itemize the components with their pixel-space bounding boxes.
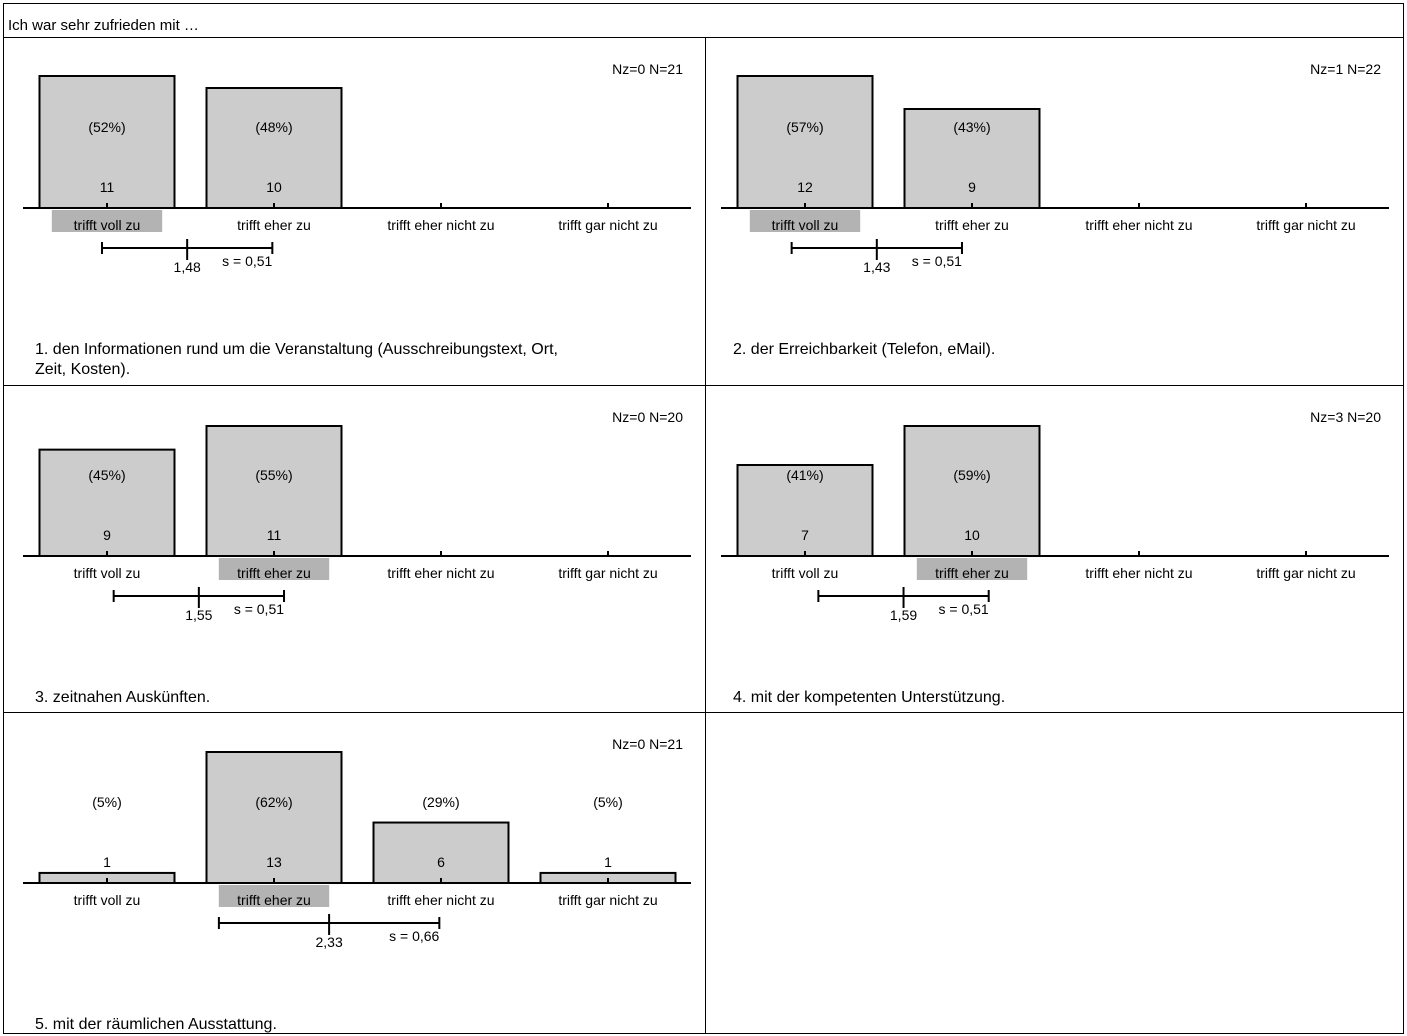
chart-panel-2: Nz=1 N=22 (57%) 12 (43%) 9 trifft voll zu trif… [721, 61, 1389, 358]
outer-border [3, 3, 1404, 1034]
value-label: 1 [604, 854, 612, 870]
value-label: 7 [801, 527, 809, 543]
mean-label: 1,55 [185, 607, 212, 623]
bar [38, 448, 176, 557]
value-label: 1 [103, 854, 111, 870]
bar [903, 108, 1041, 209]
header-title: Ich war sehr zufrieden mit … [8, 17, 199, 34]
stats-label: Nz=1 N=22 [1310, 61, 1381, 77]
category-label: trifft voll zu [74, 217, 141, 233]
category-label: trifft eher nicht zu [387, 565, 494, 581]
value-label: 11 [100, 179, 115, 195]
percent-label: (5%) [92, 794, 122, 810]
stats-label: Nz=0 N=21 [612, 61, 683, 77]
stats-label: Nz=3 N=20 [1310, 409, 1381, 425]
value-label: 9 [968, 179, 976, 195]
category-label: trifft gar nicht zu [1256, 217, 1355, 233]
category-label: trifft gar nicht zu [1256, 565, 1355, 581]
value-label: 13 [266, 854, 282, 870]
sd-label: s = 0,51 [938, 601, 988, 617]
percent-label: (43%) [953, 119, 990, 135]
bar [736, 75, 874, 209]
question-title: 4. mit der kompetenten Unterstützung. [733, 689, 1005, 706]
category-label: trifft eher nicht zu [387, 892, 494, 908]
sd-label: s = 0,51 [912, 253, 962, 269]
stats-label: Nz=0 N=20 [612, 409, 683, 425]
category-label: trifft voll zu [74, 565, 141, 581]
percent-label: (62%) [255, 794, 292, 810]
bar [903, 425, 1041, 557]
category-label: trifft gar nicht zu [558, 217, 657, 233]
chart-panel-3: Nz=0 N=20 (45%) 9 (55%) 11 trifft voll zu trif… [23, 409, 691, 706]
category-label: trifft gar nicht zu [558, 565, 657, 581]
category-label: trifft voll zu [74, 892, 141, 908]
question-title: 2. der Erreichbarkeit (Telefon, eMail). [733, 341, 995, 358]
question-title-line-2: Zeit, Kosten). [35, 361, 130, 378]
category-label: trifft eher nicht zu [387, 217, 494, 233]
percent-label: (29%) [422, 794, 459, 810]
value-label: 11 [267, 527, 282, 543]
category-label: trifft eher zu [237, 565, 311, 581]
percent-label: (59%) [953, 467, 990, 483]
category-label: trifft voll zu [772, 217, 839, 233]
median-highlight [218, 558, 330, 580]
percent-label: (45%) [88, 467, 125, 483]
category-label: trifft eher zu [935, 565, 1009, 581]
percent-label: (57%) [786, 119, 823, 135]
question-title: 5. mit der räumlichen Ausstattung. [35, 1016, 277, 1033]
percent-label: (41%) [786, 467, 823, 483]
category-label: trifft eher zu [237, 892, 311, 908]
median-highlight [749, 210, 861, 232]
sd-label: s = 0,51 [222, 253, 272, 269]
bar [205, 425, 343, 557]
median-highlight [51, 210, 163, 232]
percent-label: (55%) [255, 467, 292, 483]
bar [205, 87, 343, 209]
bar [736, 464, 874, 557]
stats-label: Nz=0 N=21 [612, 736, 683, 752]
value-label: 6 [437, 854, 445, 870]
bar [372, 821, 510, 884]
mean-label: 2,33 [315, 934, 342, 950]
question-title-line-1: 1. den Informationen rund um die Veranst… [35, 341, 558, 358]
value-label: 9 [103, 527, 111, 543]
mean-label: 1,43 [863, 259, 890, 275]
value-label: 12 [797, 179, 813, 195]
category-label: trifft eher nicht zu [1085, 565, 1192, 581]
category-label: trifft voll zu [772, 565, 839, 581]
question-title: 3. zeitnahen Auskünften. [35, 689, 210, 706]
percent-label: (52%) [88, 119, 125, 135]
category-label: trifft eher zu [935, 217, 1009, 233]
sd-label: s = 0,66 [389, 928, 439, 944]
mean-label: 1,59 [890, 607, 917, 623]
percent-label: (48%) [255, 119, 292, 135]
chart-panel-5: Nz=0 N=21 (5%) 1 (62%) 13 (29%) 6 (5%) 1 trifft v… [23, 736, 691, 1033]
category-label: trifft eher zu [237, 217, 311, 233]
chart-panel-1: Nz=0 N=21 (52%) 11 (48%) 10 trifft voll zu tri… [23, 61, 691, 378]
chart-panel-4: Nz=3 N=20 (41%) 7 (59%) 10 trifft voll zu trif… [721, 409, 1389, 706]
median-highlight [916, 558, 1028, 580]
percent-label: (5%) [593, 794, 623, 810]
value-label: 10 [266, 179, 282, 195]
category-label: trifft gar nicht zu [558, 892, 657, 908]
mean-label: 1,48 [174, 259, 201, 275]
median-highlight [218, 885, 330, 907]
category-label: trifft eher nicht zu [1085, 217, 1192, 233]
value-label: 10 [964, 527, 980, 543]
sd-label: s = 0,51 [234, 601, 284, 617]
